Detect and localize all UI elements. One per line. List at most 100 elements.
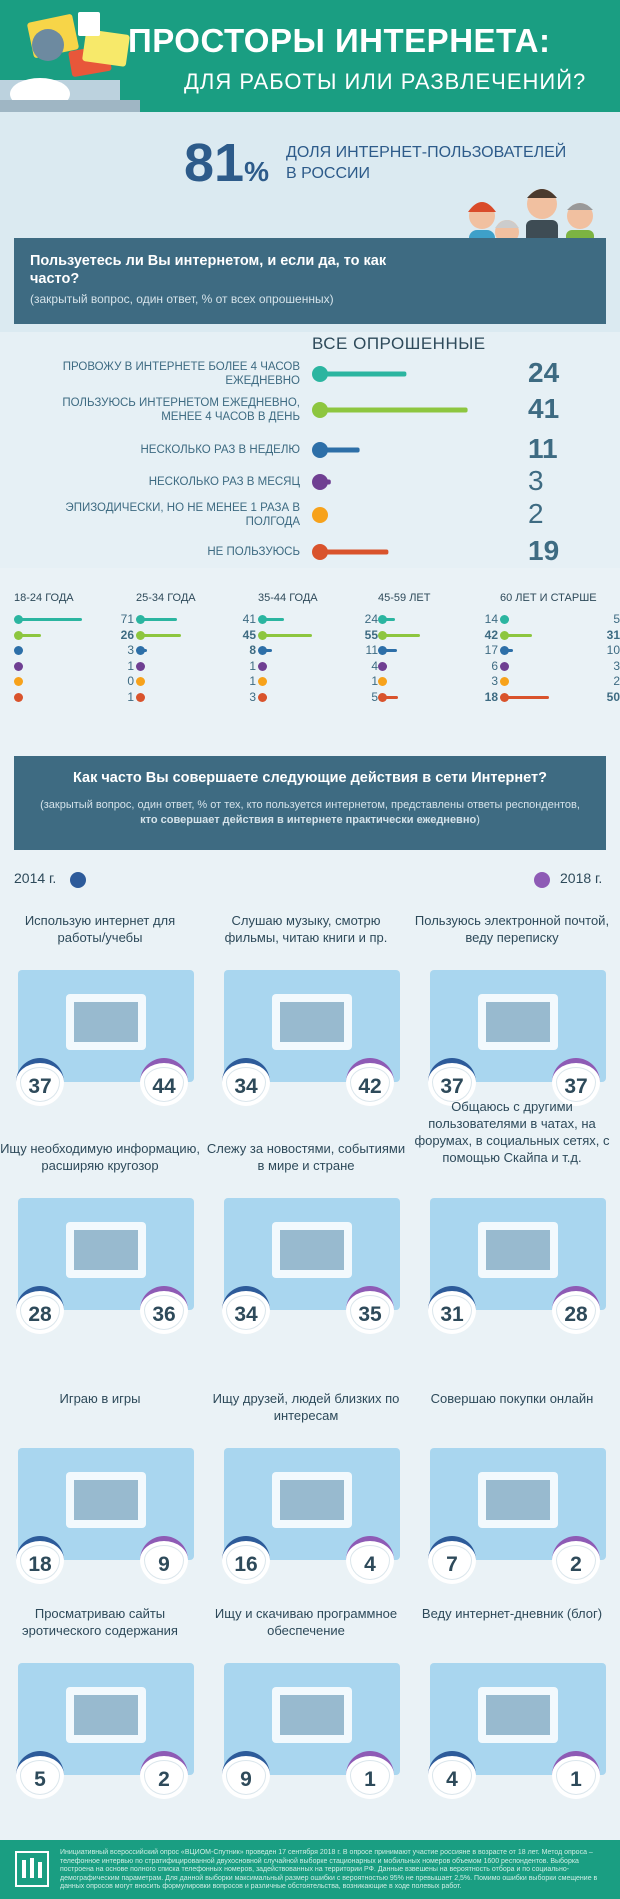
age-group-4: 60 ЛЕТ И СТАРШЕ 5 31 10 3 2 50 [500,592,620,705]
age-row: 8 [136,643,256,659]
age-marker [378,677,387,686]
age-row: 18 [378,690,498,706]
age-value: 1 [249,658,256,673]
age-bar [382,695,399,699]
age-marker [378,692,387,702]
age-value: 14 [484,612,498,626]
age-row: 31 [500,628,620,644]
bar-value-2: 11 [528,433,558,464]
value-2018: 1 [552,1751,600,1799]
bar-marker-1 [312,402,328,418]
activity-label: Общаюсь с другими пользователями в чатах… [414,1099,610,1165]
activity-card: Совершаю покупки онлайн 7 2 [412,1390,612,1610]
age-bar [140,633,181,637]
age-group-3: 45-59 ЛЕТ 14 42 17 6 3 18 [378,592,498,705]
age-row: 1 [136,659,256,675]
age-row: 24 [258,612,378,628]
bar-0 [320,371,407,377]
activity-card: Слежу за новостями, событиями в мире и с… [206,1140,406,1360]
page-title: ПРОСТОРЫ ИНТЕРНЕТА: [128,22,551,59]
age-marker [378,630,387,640]
age-bar [18,633,42,637]
activity-card: Ищу и скачиваю программное обеспечение 9 1 [206,1605,406,1825]
age-group-2: 35-44 ГОДА 24 55 11 4 1 5 [258,592,378,705]
age-marker [14,661,23,671]
age-value: 31 [606,627,620,642]
age-row: 42 [378,628,498,644]
age-marker [378,646,387,655]
legend-2018-dot [534,872,550,888]
laptop-illustration [0,12,140,112]
legend-2014-label: 2014 г. [14,870,57,886]
activity-label: Ищу и скачиваю программное обеспечение [214,1606,398,1638]
age-marker [258,661,267,671]
bar-label-0: ПРОВОЖУ В ИНТЕРНЕТЕ БОЛЕЕ 4 ЧАСОВ ЕЖЕДНЕ… [62,361,300,387]
activity-card: Слушаю музыку, смотрю фильмы, читаю книг… [206,912,406,1132]
age-row: 3 [378,674,498,690]
activity-label: Ищу друзей, людей близких по интересам [212,1391,400,1423]
age-row: 3 [136,690,256,706]
age-value: 4 [371,658,378,673]
bar-value-5: 19 [528,535,560,566]
activity-label: Ищу необходимую информацию, расширяю кру… [0,1141,200,1173]
age-value: 55 [364,627,378,642]
age-marker [378,661,387,671]
bar-value-1: 41 [528,393,560,424]
age-row: 4 [258,659,378,675]
value-2018: 35 [346,1286,394,1334]
bar-marker-5 [312,544,328,560]
age-row: 3 [14,643,134,659]
activity-label: Совершаю покупки онлайн [430,1391,594,1406]
chart-title: ВСЕ ОПРОШЕННЫЕ [312,334,486,353]
bar-1 [320,407,468,413]
age-marker [500,661,509,671]
age-row: 0 [14,674,134,690]
activity-label: Слежу за новостями, событиями в мире и с… [206,1141,406,1173]
age-marker [136,677,145,686]
age-group-1: 25-34 ГОДА 41 45 8 1 1 3 [136,592,256,705]
age-marker [14,630,23,640]
all-respondents-bars [312,366,468,560]
age-row: 11 [258,643,378,659]
age-value: 1 [127,658,134,673]
age-value: 11 [365,643,378,657]
age-row: 14 [378,612,498,628]
age-marker [258,646,267,655]
age-marker [500,692,509,702]
age-marker [500,677,509,686]
value-2018: 44 [140,1058,188,1106]
value-2018: 4 [346,1536,394,1584]
age-group-title: 35-44 ГОДА [258,592,318,604]
age-row: 10 [500,643,620,659]
bar-value-3: 3 [528,465,544,496]
age-row: 50 [500,690,620,706]
value-2018: 36 [140,1286,188,1334]
bar-marker-0 [312,366,328,382]
stat-unit: % [244,156,269,187]
value-2018: 9 [140,1536,188,1584]
activity-label: Слушаю музыку, смотрю фильмы, читаю книг… [224,913,388,945]
value-2014: 34 [222,1058,270,1106]
bar-5 [320,549,389,555]
age-row: 55 [258,628,378,644]
age-marker [258,630,267,640]
activity-card: Общаюсь с другими пользователями в чатах… [412,1099,612,1360]
footer-text: Инициативный всероссийский опрос «ВЦИОМ-… [60,1849,598,1890]
age-marker [136,692,145,702]
age-groups-chart: 18-24 ГОДА 71 26 3 1 0 1 25-34 ГОДА 41 45 8 1 1 3 35-4… [0,582,620,737]
age-group-title: 45-59 ЛЕТ [378,592,431,604]
question2-box: Как часто Вы совершаете следующие действ… [14,756,606,850]
bar-marker-3 [312,474,328,490]
age-marker [136,661,145,671]
activity-card: Использую интернет для работы/учебы 37 44 [0,912,200,1132]
age-value: 1 [127,689,134,704]
age-marker [136,630,145,640]
age-row: 3 [500,659,620,675]
age-row: 71 [14,612,134,628]
question2-note: (закрытый вопрос, один ответ, % от тех, … [40,799,580,826]
stat-value: 81% [184,133,269,193]
value-2018: 28 [552,1286,600,1334]
age-row: 26 [14,628,134,644]
activity-label: Пользуюсь электронной почтой, веду переп… [414,913,610,945]
bar-label-5: НЕ ПОЛЬЗУЮСЬ [207,546,300,558]
